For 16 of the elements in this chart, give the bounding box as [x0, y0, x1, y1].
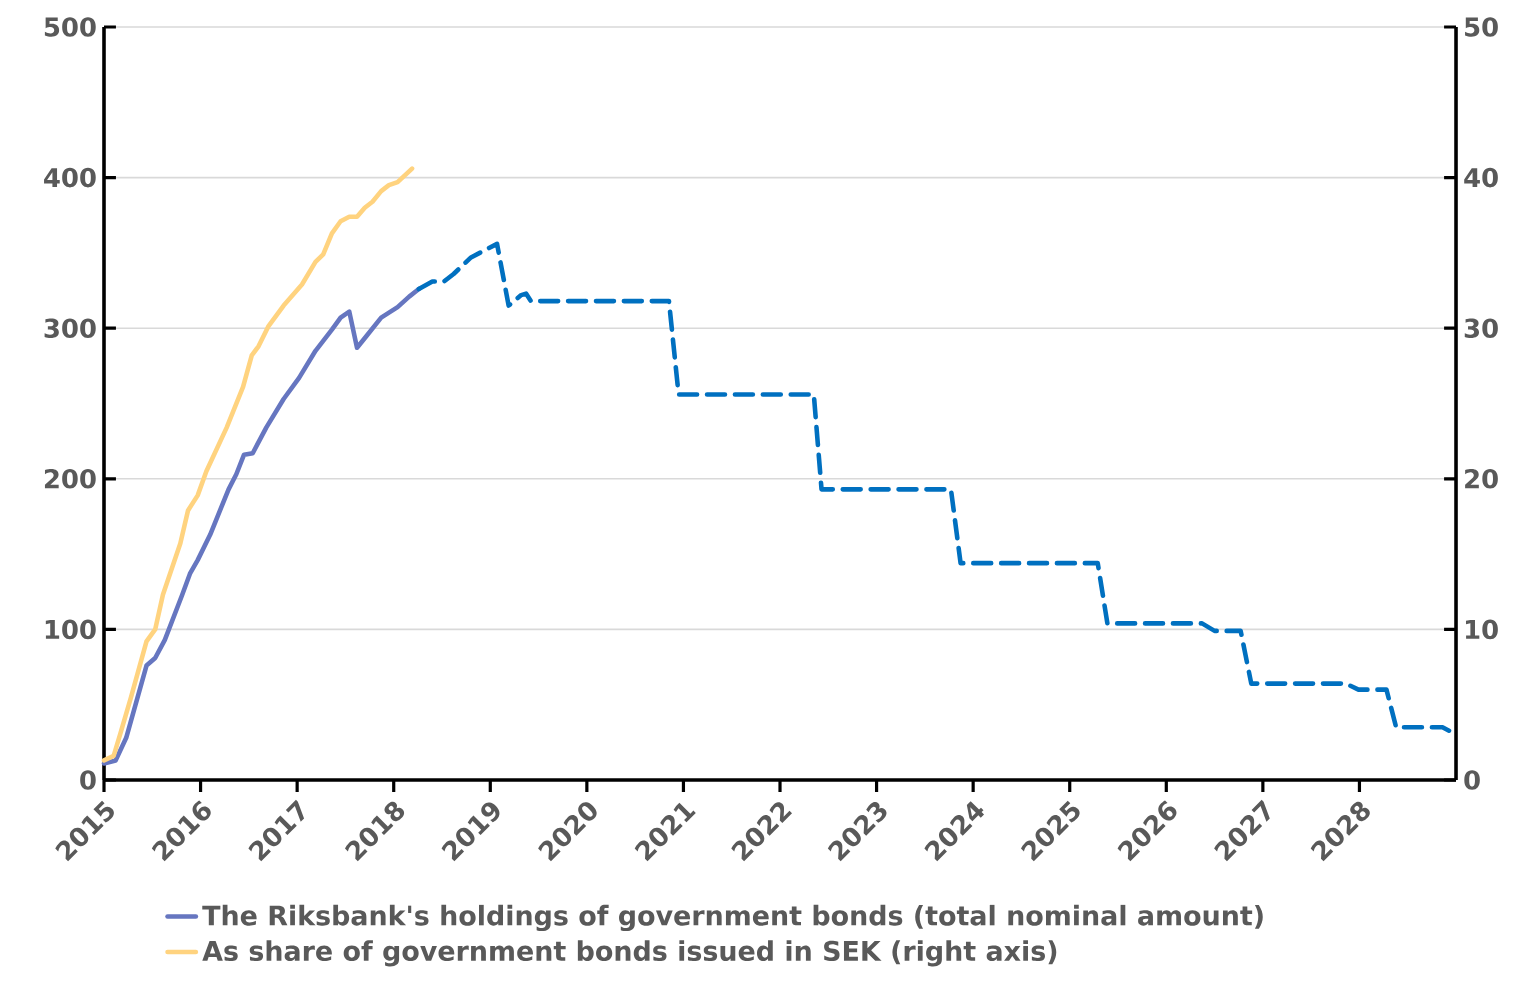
y-tick-label: 100	[45, 619, 96, 640]
y2-tick-label: 0	[1464, 770, 1480, 790]
line-series	[101, 166, 415, 763]
y2-tick-label: 10	[1465, 619, 1498, 640]
y2-tick-label: 40	[1464, 167, 1498, 188]
line-series	[101, 286, 422, 766]
y2-tick-label: 20	[1465, 469, 1498, 489]
legend-label: As share of government bonds issued in SEK (right axis)	[202, 940, 1057, 967]
y2-tick-label: 30	[1464, 318, 1498, 339]
y-tick-label: 300	[44, 318, 96, 339]
y-tick-label: 0	[80, 770, 96, 790]
y-tick-label: 400	[44, 167, 96, 188]
y-tick-label: 500	[44, 17, 96, 37]
legend-label: The Riksbank's holdings of government bonds (total nominal amount)	[202, 904, 1263, 932]
y-tick-label: 200	[44, 469, 96, 489]
y2-tick-label: 50	[1465, 17, 1498, 37]
